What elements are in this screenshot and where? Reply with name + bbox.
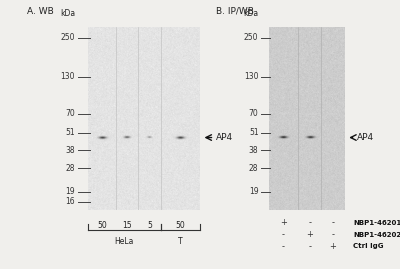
Text: HeLa: HeLa [115, 237, 134, 246]
Text: -: - [331, 230, 334, 239]
Text: T: T [178, 237, 183, 246]
Text: 70: 70 [249, 109, 258, 118]
Text: 15: 15 [122, 221, 132, 230]
Text: AP4: AP4 [356, 133, 374, 142]
Text: 16: 16 [66, 197, 75, 206]
Text: AP4: AP4 [216, 133, 233, 142]
Text: 5: 5 [147, 221, 152, 230]
Text: 50: 50 [176, 221, 185, 230]
Text: 38: 38 [249, 146, 258, 155]
Text: NBP1-46202: NBP1-46202 [353, 232, 400, 238]
Text: 250: 250 [244, 33, 258, 42]
Text: A. WB: A. WB [27, 7, 54, 16]
Text: kDa: kDa [60, 9, 75, 18]
Text: 250: 250 [61, 33, 75, 42]
Text: -: - [282, 230, 285, 239]
Text: -: - [282, 242, 285, 251]
Text: Ctrl IgG: Ctrl IgG [353, 243, 384, 249]
Text: kDa: kDa [243, 9, 258, 18]
Text: -: - [308, 218, 311, 227]
Text: NBP1-46201: NBP1-46201 [353, 220, 400, 226]
Text: B. IP/WB: B. IP/WB [216, 7, 254, 16]
Text: 38: 38 [66, 146, 75, 155]
Text: 51: 51 [66, 128, 75, 137]
Text: 28: 28 [249, 164, 258, 173]
Text: +: + [306, 230, 313, 239]
Text: +: + [329, 242, 336, 251]
Text: 50: 50 [97, 221, 107, 230]
Text: 130: 130 [61, 72, 75, 81]
Text: 19: 19 [249, 187, 258, 196]
Text: -: - [331, 218, 334, 227]
Text: 28: 28 [66, 164, 75, 173]
Text: 70: 70 [66, 109, 75, 118]
Text: 19: 19 [66, 187, 75, 196]
Text: -: - [308, 242, 311, 251]
Text: 51: 51 [249, 128, 258, 137]
Text: 130: 130 [244, 72, 258, 81]
Text: +: + [280, 218, 287, 227]
